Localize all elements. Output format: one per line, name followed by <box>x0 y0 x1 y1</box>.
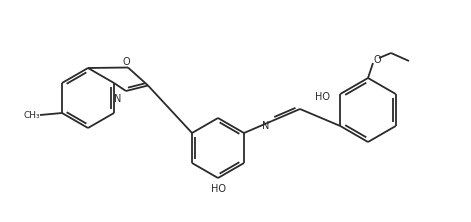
Text: HO: HO <box>211 184 226 194</box>
Text: CH₃: CH₃ <box>24 111 41 119</box>
Text: O: O <box>373 55 381 65</box>
Text: HO: HO <box>315 92 330 102</box>
Text: O: O <box>122 57 130 67</box>
Text: N: N <box>262 121 270 131</box>
Text: N: N <box>114 94 122 104</box>
